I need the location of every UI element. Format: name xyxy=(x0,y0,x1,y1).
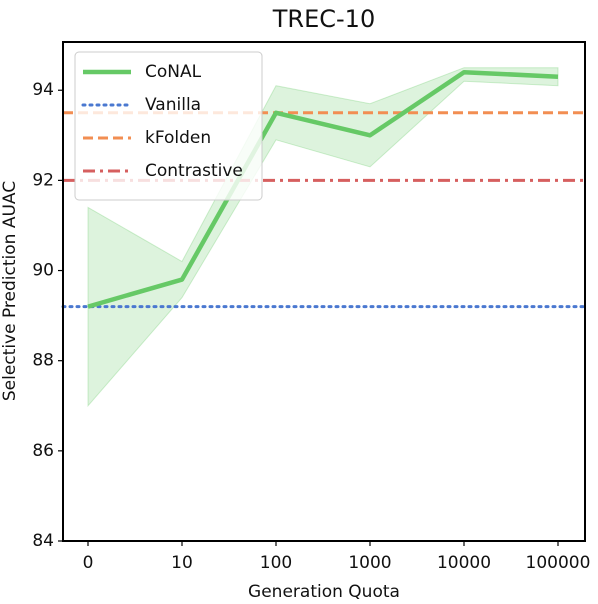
y-tick-label: 90 xyxy=(32,261,54,281)
y-tick-label: 86 xyxy=(32,441,54,461)
legend-box xyxy=(74,51,263,201)
legend: CoNAL Vanilla kFolden Contrastive xyxy=(74,51,263,201)
x-tick-label: 1000 xyxy=(348,553,391,573)
y-tick-label: 88 xyxy=(32,351,54,371)
legend-label: Vanilla xyxy=(145,95,201,115)
y-tick-label: 84 xyxy=(32,531,54,551)
x-tick-label: 100 xyxy=(260,553,292,573)
x-tick-label: 10000 xyxy=(437,553,491,573)
confidence-band xyxy=(87,67,559,408)
y-axis-label: Selective Prediction AUAC xyxy=(0,181,20,401)
y-tick-label: 94 xyxy=(32,80,54,100)
data-line xyxy=(87,69,559,309)
chart-title: TREC-10 xyxy=(272,5,375,33)
x-tick-label: 10 xyxy=(171,553,193,573)
legend-label: kFolden xyxy=(145,128,211,148)
x-axis-label: Generation Quota xyxy=(248,582,400,602)
y-tick-label: 92 xyxy=(32,170,54,190)
legend-label: CoNAL xyxy=(145,62,202,82)
legend-label: Contrastive xyxy=(145,161,243,181)
x-tick-label: 0 xyxy=(83,553,94,573)
plot-frame xyxy=(62,41,586,542)
x-tick-label: 100000 xyxy=(526,553,591,573)
